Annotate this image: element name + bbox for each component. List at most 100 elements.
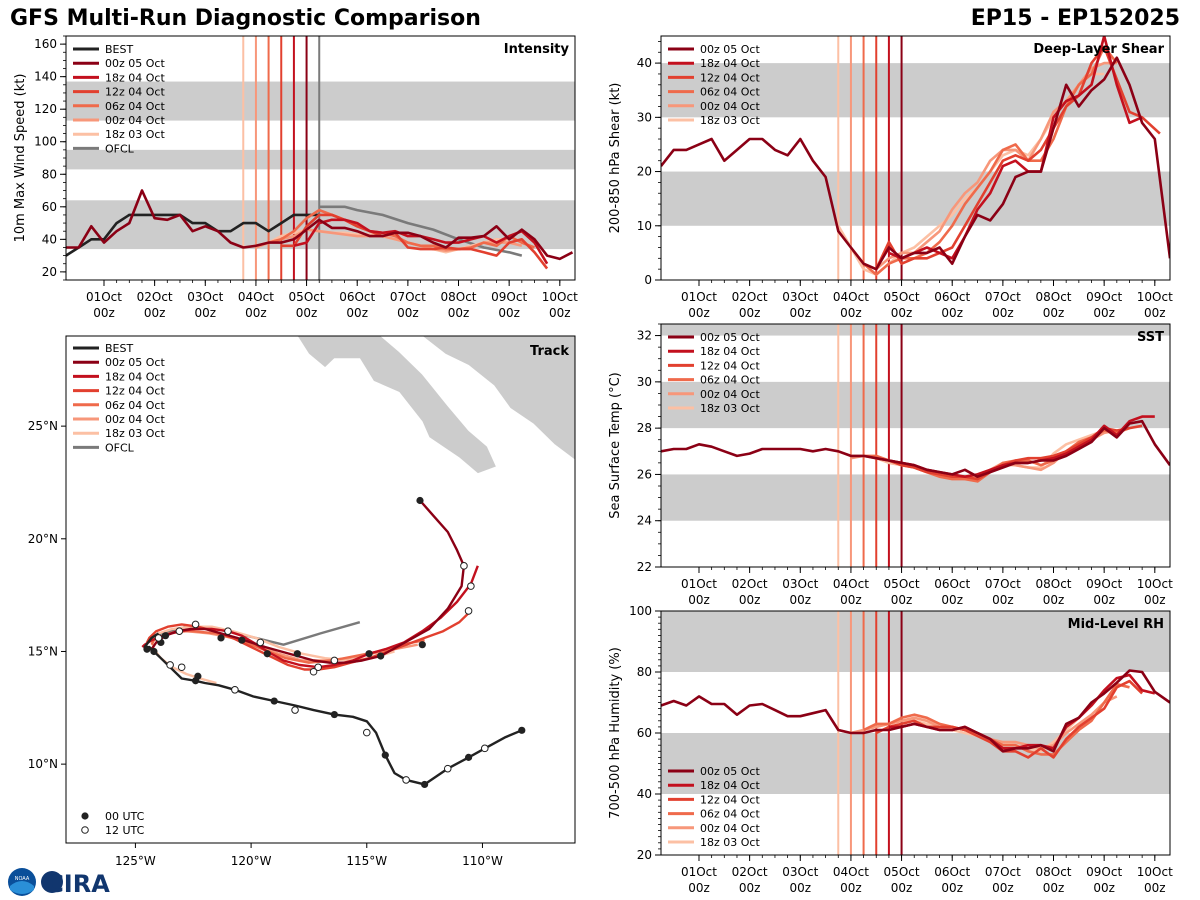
sst-ytick-label: 30 (637, 375, 652, 389)
intensity-legend-label-best: BEST (105, 43, 133, 56)
track-marker-00utc (194, 672, 202, 680)
rh-xtick-label-hour: 00z (941, 881, 963, 895)
shear-xtick-label-hour: 00z (789, 306, 811, 320)
shear-xtick-label-hour: 00z (941, 306, 963, 320)
sst-xtick-label-hour: 00z (840, 593, 862, 607)
rh-xtick-label-hour: 00z (1144, 881, 1166, 895)
rh-legend-label-00z-05-oct: 00z 05 Oct (700, 765, 760, 778)
track-series-12z-04-oct (145, 610, 472, 671)
intensity-xtick-label-hour: 00z (296, 306, 318, 320)
shear-ytick-label: 0 (644, 273, 652, 287)
rh-xtick-label-hour: 00z (739, 881, 761, 895)
rh-xtick-label-hour: 00z (992, 881, 1014, 895)
shear-legend-label-00z-05-oct: 00z 05 Oct (700, 43, 760, 56)
rh-xtick-label-date: 10Oct (1137, 865, 1173, 879)
shear-xtick-label-date: 04Oct (833, 290, 869, 304)
intensity-ytick-label: 100 (34, 135, 57, 149)
track-marker-00utc (418, 641, 426, 649)
rh-xtick-label-hour: 00z (1043, 881, 1065, 895)
intensity-xtick-label-hour: 00z (245, 306, 267, 320)
intensity-ytick-label: 60 (42, 200, 57, 214)
rh-xtick-label-date: 04Oct (833, 865, 869, 879)
rh-xtick-label-hour: 00z (789, 881, 811, 895)
track-legend-label-00z-05-oct: 00z 05 Oct (105, 356, 165, 369)
rh-xtick-label-date: 01Oct (681, 865, 717, 879)
shear-xtick-label-date: 03Oct (782, 290, 818, 304)
intensity-ytick-label: 20 (42, 265, 57, 279)
track-marker-12utc (231, 685, 239, 694)
intensity-band-2 (66, 81, 575, 121)
track-legend-12utc-marker (81, 826, 89, 834)
shear-ylabel: 200-850 hPa Shear (kt) (608, 83, 623, 234)
track-legend-label-18z-04-oct: 18z 04 Oct (105, 370, 165, 383)
rh-ytick-label: 20 (637, 848, 652, 862)
intensity-ytick-label: 160 (34, 37, 57, 51)
sst-xtick-label-date: 04Oct (833, 577, 869, 591)
sst-xtick-label-hour: 00z (1093, 593, 1115, 607)
intensity-xtick-label-date: 08Oct (440, 290, 476, 304)
track-marker-00utc (238, 636, 246, 644)
intensity-xtick-label-date: 04Oct (238, 290, 274, 304)
track-marker-12utc (224, 627, 232, 635)
track-ytick-label: 15°N (28, 644, 58, 658)
panel-intensity: 20 40 60 80 100 120 140 160 01Oct 00z 02Oct 00z 03Oc… (13, 35, 578, 320)
shear-legend-label-18z-03-oct: 18z 03 Oct (700, 114, 760, 127)
rh-title: Mid-Level RH (1068, 617, 1164, 632)
rh-xtick-label-date: 02Oct (732, 865, 768, 879)
intensity-series-ofcl (319, 205, 523, 257)
intensity-ytick-label: 40 (42, 232, 57, 246)
shear-title: Deep-Layer Shear (1033, 42, 1164, 57)
track-legend-label-00z-04-oct: 00z 04 Oct (105, 413, 165, 426)
sst-legend-label-00z-04-oct: 00z 04 Oct (700, 388, 760, 401)
sst-xtick-label-date: 02Oct (732, 577, 768, 591)
sst-frame (660, 323, 1171, 568)
shear-band-0 (661, 171, 1170, 226)
shear-xtick-label-date: 10Oct (1137, 290, 1173, 304)
rh-xtick-label-date: 03Oct (782, 865, 818, 879)
track-marker-12utc (460, 562, 468, 570)
shear-xtick-label-date: 06Oct (934, 290, 970, 304)
track-marker-12utc (191, 620, 200, 629)
shear-legend-label-06z-04-oct: 06z 04 Oct (700, 86, 760, 99)
cira-globe-icon (41, 871, 63, 893)
shear-xtick-label-hour: 00z (840, 306, 862, 320)
panel-sst: 22 24 26 28 30 32 01Oct 00z 02Oct 00z 03Oct 00z 04Oc… (608, 323, 1173, 607)
sst-band-0 (661, 474, 1170, 521)
rh-xtick-label-date: 09Oct (1086, 865, 1122, 879)
shear-series-18z-04-oct (888, 36, 1143, 260)
shear-xtick-label-date: 05Oct (884, 290, 920, 304)
panel-shear: 0 10 20 30 40 01Oct 00z 02Oct 00z 03Oct 00z 04Oct 00… (608, 35, 1173, 320)
intensity-legend-label-06z-04-oct: 06z 04 Oct (105, 100, 165, 113)
rh-band-1 (661, 611, 1170, 672)
track-series-best (143, 632, 523, 786)
intensity-ylabel: 10m Max Wind Speed (kt) (13, 74, 28, 243)
rh-legend-label-12z-04-oct: 12z 04 Oct (700, 793, 760, 806)
track-marker-12utc (362, 728, 371, 737)
track-marker-12utc (175, 627, 184, 635)
chart-title-left: GFS Multi-Run Diagnostic Comparison (10, 6, 481, 31)
land-mainland (421, 336, 575, 461)
shear-legend-label-00z-04-oct: 00z 04 Oct (700, 100, 760, 113)
track-marker-00utc (293, 650, 301, 658)
intensity-ytick-label: 80 (42, 167, 57, 181)
rh-ytick-label: 100 (629, 604, 652, 618)
shear-legend-label-18z-04-oct: 18z 04 Oct (700, 57, 760, 70)
sst-legend-label-12z-04-oct: 12z 04 Oct (700, 359, 760, 372)
track-marker-00utc (330, 710, 338, 719)
rh-band-0 (661, 733, 1170, 794)
chart-title-right: EP15 - EP152025 (970, 6, 1180, 31)
sst-band-2 (661, 324, 1170, 336)
panel-rh: 20 40 60 80 100 01Oct 00z 02Oct 00z 03Oct 00z 04Oct… (608, 604, 1173, 895)
shear-frame (660, 35, 1171, 281)
rh-legend-label-06z-04-oct: 06z 04 Oct (700, 808, 760, 821)
intensity-xtick-label-date: 07Oct (390, 290, 426, 304)
intensity-xtick-label-date: 06Oct (339, 290, 375, 304)
track-ytick-label: 25°N (28, 419, 58, 433)
track-xtick-label: 120°W (231, 854, 272, 868)
shear-xtick-label-hour: 00z (1043, 306, 1065, 320)
sst-ytick-label: 28 (637, 421, 652, 435)
track-legend-12utc-label: 12 UTC (105, 824, 145, 837)
sst-xtick-label-date: 10Oct (1137, 577, 1173, 591)
sst-ytick-label: 24 (637, 514, 652, 528)
track-legend-00utc-marker (81, 812, 89, 820)
